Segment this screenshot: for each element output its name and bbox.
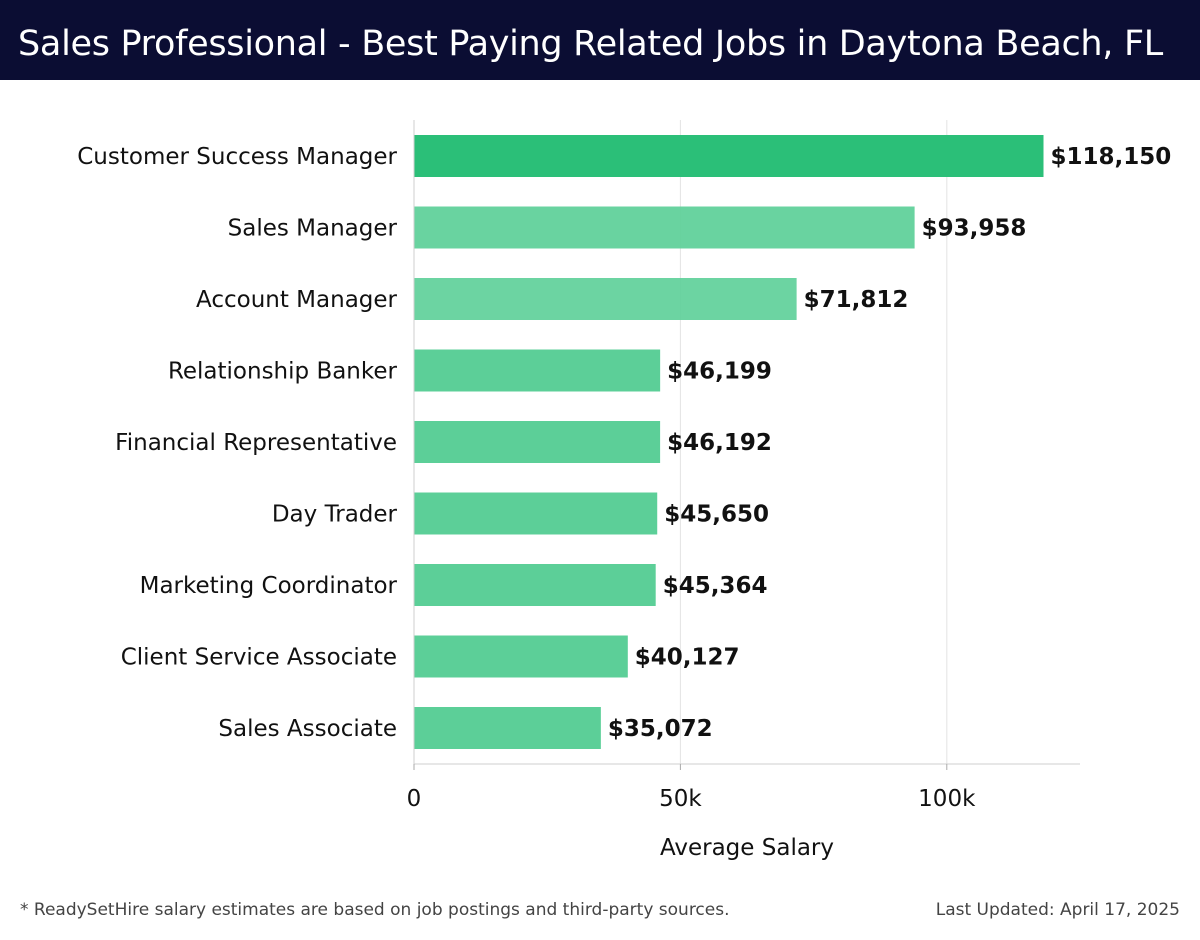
bar-value-label: $46,192 [667,430,772,456]
last-updated: Last Updated: April 17, 2025 [935,900,1180,920]
bar-value-label: $40,127 [635,645,740,671]
bar-sales-manager [414,206,915,249]
bar-value-label: $45,650 [664,502,769,528]
category-label: Financial Representative [115,430,397,456]
x-axis-title: Average Salary [660,835,834,861]
category-label: Account Manager [196,287,398,313]
x-tick-label: 100k [918,786,976,812]
category-label: Sales Manager [228,216,398,242]
category-label: Customer Success Manager [77,144,397,170]
page-title: Sales Professional - Best Paying Related… [18,24,1163,64]
bar-customer-success-manager [414,135,1044,177]
bar-relationship-banker [414,349,661,392]
category-label: Client Service Associate [121,645,397,671]
bar-marketing-coordinator [414,564,656,606]
footnote: * ReadySetHire salary estimates are base… [20,900,730,920]
category-label: Sales Associate [218,716,397,742]
bar-day-trader [414,492,658,535]
bar-value-label: $35,072 [608,716,713,742]
x-tick-label: 50k [659,786,702,812]
category-label: Marketing Coordinator [140,573,398,599]
category-label: Relationship Banker [168,359,398,385]
bar-value-label: $93,958 [922,216,1027,242]
bar-value-label: $45,364 [663,573,768,599]
bar-client-service-associate [414,635,628,678]
bar-value-label: $118,150 [1051,144,1172,170]
x-tick-label: 0 [407,786,422,812]
bar-financial-representative [414,421,661,463]
bar-value-label: $71,812 [804,287,909,313]
bar-sales-associate [414,707,601,749]
category-label: Day Trader [272,502,398,528]
bar-account-manager [414,278,797,320]
bar-value-label: $46,199 [667,359,772,385]
title-bar: Sales Professional - Best Paying Related… [0,0,1200,80]
